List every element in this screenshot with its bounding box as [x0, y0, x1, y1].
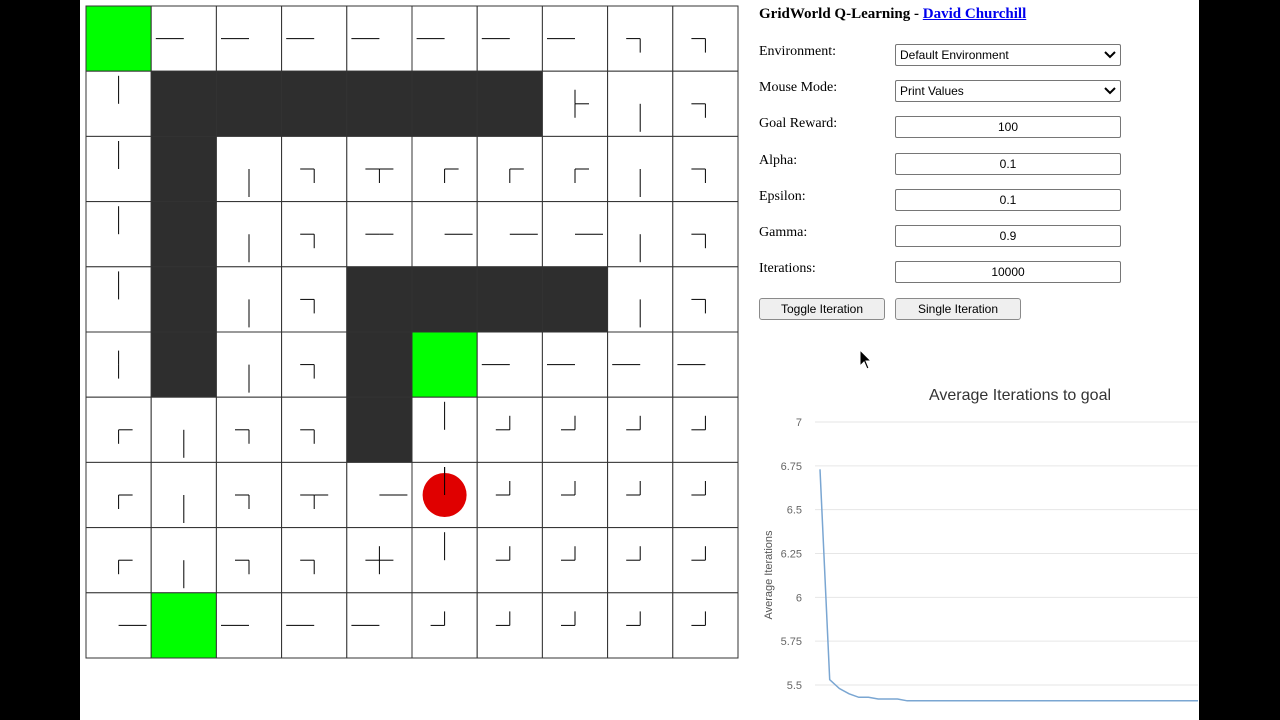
y-tick-label: 6.25 — [781, 549, 802, 561]
chevron-line — [1104, 87, 1116, 95]
y-tick-label: 6 — [796, 592, 802, 604]
wall-cell — [411, 266, 478, 333]
field-label: Epsilon: — [759, 188, 806, 204]
wall-cell — [411, 70, 478, 137]
goal-cell — [411, 331, 478, 398]
chevron — [1104, 51, 1116, 59]
field-value: 0.1 — [999, 192, 1017, 207]
field-value: 0.9 — [999, 229, 1017, 243]
y-tick-label: 7 — [796, 417, 802, 429]
y-axis-label: Average Iterations — [763, 530, 775, 620]
wall-cell — [541, 266, 609, 333]
wall-cell — [281, 70, 348, 137]
dropdown[interactable]: Print Values — [895, 80, 1121, 103]
grid-cell — [476, 396, 543, 463]
y-tick-label: 6.5 — [787, 505, 802, 517]
field-value: Default Environment — [900, 48, 1009, 62]
field-label: Goal Reward: — [759, 116, 838, 132]
goal-cell — [85, 5, 152, 72]
text-input[interactable]: 100 — [895, 116, 1121, 139]
author-link[interactable]: David Churchill — [922, 6, 1027, 22]
field-label: Alpha: — [759, 152, 798, 168]
button[interactable]: Toggle Iteration — [759, 298, 885, 320]
title: GridWorld Q-Learning - — [759, 6, 923, 22]
field-value: 0.1 — [999, 156, 1017, 171]
wall-cell — [346, 396, 413, 463]
text-input[interactable]: 0.1 — [895, 152, 1121, 175]
wall-cell — [150, 135, 217, 203]
y-tick-label: 5.75 — [781, 636, 802, 648]
right-bar — [1199, 0, 1280, 720]
field-value: 100 — [997, 120, 1019, 135]
mouse-cursor — [859, 348, 873, 370]
text-input[interactable]: 0.1 — [895, 188, 1121, 211]
header: GridWorld Q-Learning - David Churchill — [759, 6, 1026, 23]
field-label: Gamma: — [759, 225, 808, 240]
wall-cell — [346, 70, 413, 137]
wall-cell — [150, 70, 217, 137]
wall-cell — [476, 70, 543, 137]
chart-title: Average Iterations to goal — [929, 387, 1111, 404]
chevron — [1104, 87, 1116, 95]
data-line — [819, 469, 1198, 702]
dropdown[interactable]: Default Environment — [895, 44, 1121, 66]
left-bar — [0, 0, 80, 720]
y-tick-label: 6.75 — [781, 461, 802, 473]
goal-cell — [150, 592, 217, 659]
field-label: Environment: — [759, 44, 836, 59]
field-value: Print Values — [900, 84, 964, 99]
chevron-line — [1104, 51, 1116, 59]
wall-cell — [346, 266, 413, 333]
text-input[interactable]: 10000 — [895, 261, 1121, 284]
text-input[interactable]: 0.9 — [895, 225, 1121, 247]
wall-cell — [215, 70, 283, 137]
field-value: 10000 — [991, 265, 1025, 280]
button[interactable]: Single Iteration — [895, 298, 1021, 320]
y-tick-label: 5.5 — [787, 680, 802, 692]
wall-cell — [346, 331, 413, 398]
field-label: Mouse Mode: — [759, 80, 838, 96]
wall-cell — [150, 201, 217, 268]
wall-cell — [150, 331, 217, 398]
wall-cell — [476, 266, 543, 333]
field-label: Iterations: — [759, 261, 816, 277]
wall-cell — [150, 266, 217, 333]
